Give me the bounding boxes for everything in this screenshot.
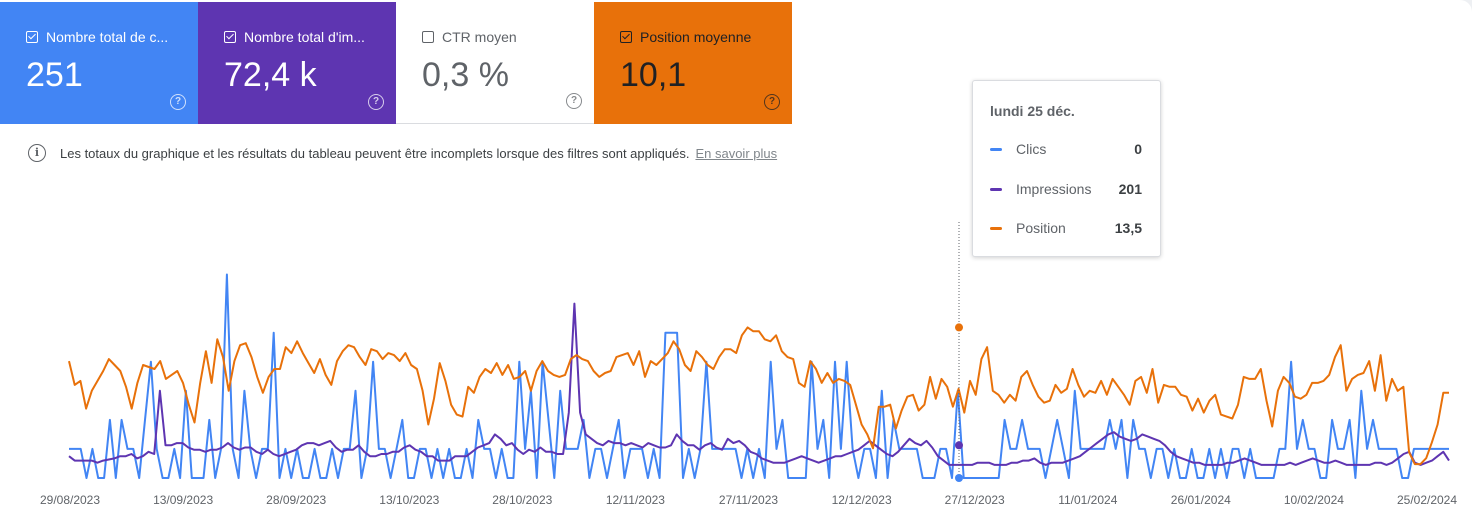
impressions-card-value: 72,4 k	[224, 56, 317, 94]
clicks-card-label: Nombre total de c...	[46, 29, 169, 45]
series-line-position	[68, 326, 1449, 466]
tooltip-label: Clics	[1016, 141, 1047, 157]
info-icon: i	[28, 144, 46, 162]
ctr-card-label: CTR moyen	[442, 29, 517, 45]
x-axis-label: 11/01/2024	[1058, 493, 1117, 507]
ctr-card-header: CTR moyen	[422, 29, 517, 45]
x-axis-label: 27/11/2023	[719, 493, 778, 507]
tooltip-row-position: Position 13,5	[990, 220, 1142, 236]
tooltip-label: Position	[1016, 220, 1066, 236]
x-axis-label: 10/02/2024	[1284, 493, 1344, 507]
chart-tooltip: lundi 25 déc. Clics 0 Impressions 201 Po…	[972, 80, 1161, 257]
tooltip-label: Impressions	[1016, 181, 1092, 197]
x-axis-label: 12/11/2023	[606, 493, 665, 507]
tooltip-value: 0	[1134, 141, 1142, 157]
hover-markers	[955, 323, 963, 482]
x-axis-label: 28/09/2023	[266, 493, 326, 507]
checkbox-checked-icon[interactable]	[224, 31, 236, 43]
learn-more-link[interactable]: En savoir plus	[695, 145, 778, 161]
ctr-card-value: 0,3 %	[422, 56, 509, 94]
tooltip-date: lundi 25 déc.	[990, 103, 1075, 119]
tooltip-row-clicks: Clics 0	[990, 141, 1142, 157]
impressions-card[interactable]: Nombre total d'im... 72,4 k ?	[198, 2, 396, 124]
tooltip-value: 13,5	[1114, 220, 1142, 236]
clicks-card[interactable]: Nombre total de c... 251 ?	[0, 2, 198, 124]
series-line-clics	[69, 273, 1449, 479]
filter-info-notice: i Les totaux du graphique et les résulta…	[28, 144, 777, 162]
hover-marker-impressions	[955, 441, 963, 450]
position-card-label: Position moyenne	[640, 29, 752, 45]
metric-cards: Nombre total de c... 251 ? Nombre total …	[0, 2, 792, 124]
checkbox-unchecked-icon[interactable]	[422, 31, 434, 43]
clicks-card-header: Nombre total de c...	[26, 29, 168, 45]
chart-lines	[68, 273, 1450, 479]
help-icon[interactable]: ?	[764, 94, 780, 110]
series-line-impressions	[68, 302, 1450, 466]
x-axis-label: 28/10/2023	[492, 493, 552, 507]
x-axis-label: 13/09/2023	[153, 493, 213, 507]
ctr-card[interactable]: CTR moyen 0,3 % ?	[396, 2, 594, 124]
x-axis-label: 12/12/2023	[832, 493, 892, 507]
filter-info-text: Les totaux du graphique et les résultats…	[60, 145, 690, 161]
legend-swatch	[990, 187, 1002, 191]
checkbox-checked-icon[interactable]	[26, 31, 38, 43]
position-card[interactable]: Position moyenne 10,1 ?	[594, 2, 792, 124]
impressions-card-header: Nombre total d'im...	[224, 29, 365, 45]
impressions-card-label: Nombre total d'im...	[244, 29, 365, 45]
x-axis-label: 25/02/2024	[1397, 493, 1457, 507]
help-icon[interactable]: ?	[170, 94, 186, 110]
x-axis-label: 26/01/2024	[1171, 493, 1231, 507]
x-axis-label: 13/10/2023	[379, 493, 439, 507]
legend-swatch	[990, 147, 1002, 151]
clicks-card-value: 251	[26, 56, 83, 94]
position-card-header: Position moyenne	[620, 29, 751, 45]
x-axis-label: 27/12/2023	[945, 493, 1005, 507]
hover-marker-position	[955, 323, 963, 332]
hover-marker-clics	[955, 474, 963, 482]
x-axis-labels: 29/08/2023 13/09/2023 28/09/2023 13/10/2023…	[40, 493, 1457, 507]
help-icon[interactable]: ?	[368, 94, 384, 110]
tooltip-value: 201	[1118, 181, 1142, 197]
help-icon[interactable]: ?	[566, 93, 582, 109]
position-card-value: 10,1	[620, 56, 687, 94]
x-axis-label: 29/08/2023	[40, 493, 100, 507]
legend-swatch	[990, 226, 1002, 230]
tooltip-row-impressions: Impressions 201	[990, 181, 1142, 197]
checkbox-checked-icon[interactable]	[620, 31, 632, 43]
